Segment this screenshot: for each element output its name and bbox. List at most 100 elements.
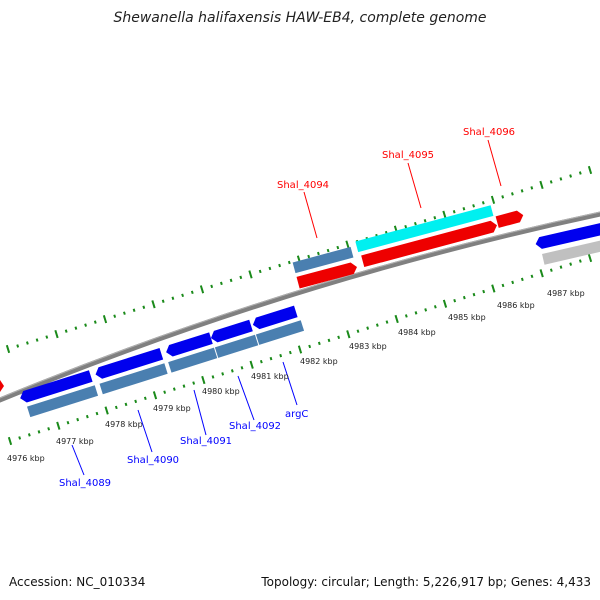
scale-tick [375, 323, 379, 327]
gene-right-arrow[interactable] [534, 220, 600, 250]
gene-label[interactable]: Shal_4090 [127, 455, 179, 466]
gene-argc-product[interactable] [255, 320, 305, 345]
gene-shal-4092-product[interactable] [214, 334, 259, 358]
scale-tick [345, 240, 350, 249]
scale-tick [172, 387, 176, 391]
scale-tick [549, 180, 553, 184]
scale-tick [559, 177, 563, 181]
scale-tick [520, 277, 524, 282]
scale-tick [356, 329, 360, 333]
gene-shal-4094-product[interactable] [292, 246, 354, 274]
kbp-label: 4976 kbp [7, 454, 45, 463]
scale-tick [152, 391, 158, 400]
gene-shal-4089-product[interactable] [27, 385, 99, 418]
scale-tick [433, 216, 437, 220]
gene-label[interactable]: argC [285, 409, 308, 420]
scale-tick [142, 305, 146, 309]
gene-group-right [534, 220, 600, 265]
scale-tick [5, 344, 11, 354]
scale-tick [201, 375, 206, 385]
gene-label[interactable]: Shal_4094 [277, 180, 329, 191]
scale-tick [258, 269, 262, 274]
scale-tick [278, 263, 281, 268]
kbp-label: 4987 kbp [547, 289, 585, 298]
scale-tick [520, 189, 524, 193]
scale-tick [16, 344, 20, 348]
scale-tick [287, 260, 291, 265]
backbone-line [0, 211, 600, 403]
scale-tick [192, 381, 196, 385]
scale-tick [85, 414, 89, 419]
gene-shal-4091-product[interactable] [168, 347, 218, 373]
scale-tick [569, 174, 572, 178]
scale-tick [578, 259, 582, 263]
gene-right-product[interactable] [542, 235, 600, 265]
scale-tick [490, 195, 496, 204]
scale-tick [45, 335, 49, 339]
scale-tick [462, 295, 466, 300]
gene-label[interactable]: Shal_4089 [59, 478, 111, 489]
gene-shal-4096-arrow[interactable] [495, 209, 525, 228]
gene-shal-4095-product[interactable] [355, 205, 494, 253]
gene-label[interactable]: Shal_4091 [180, 436, 232, 447]
scale-tick [64, 329, 68, 333]
kbp-label: 4983 kbp [349, 342, 387, 351]
scale-tick [482, 289, 486, 294]
scale-tick [18, 436, 22, 440]
scale-tick [27, 433, 31, 437]
scale-tick [337, 335, 341, 340]
scale-ticks [5, 165, 593, 446]
gene-shal-4095-arrow[interactable] [361, 219, 498, 268]
scale-tick [161, 299, 165, 303]
scale-tick [279, 353, 283, 358]
scale-tick [210, 284, 214, 289]
gene-shal-4094-arrow[interactable] [296, 261, 359, 289]
gene-label[interactable]: Shal_4096 [463, 127, 515, 138]
scale-tick [240, 366, 244, 370]
genome-summary-text: Topology: circular; Length: 5,226,917 bp… [261, 575, 591, 589]
scale-tick [182, 384, 186, 388]
scale-tick [452, 210, 456, 214]
scale-tick [587, 165, 593, 175]
kbp-label: 4984 kbp [398, 328, 436, 337]
scale-tick [539, 269, 544, 278]
kbp-label: 4979 kbp [153, 404, 191, 413]
gene-argc-arrow[interactable] [251, 305, 298, 331]
gene-shal-4091-arrow[interactable] [164, 332, 213, 358]
scale-tick [462, 207, 466, 211]
scale-tick [297, 345, 303, 354]
gene-label[interactable]: Shal_4092 [229, 421, 281, 432]
gene-shal-4090-product[interactable] [99, 363, 168, 395]
scale-tick [163, 390, 167, 394]
gene-group-upper [292, 205, 525, 289]
scale-tick [249, 360, 254, 369]
scale-tick [95, 411, 99, 416]
kbp-label: 4982 kbp [300, 357, 338, 366]
scale-tick [37, 430, 41, 434]
scale-tick [54, 329, 59, 339]
gene-partial-left[interactable] [0, 380, 4, 392]
scale-tick [248, 270, 253, 279]
scale-tick [84, 323, 87, 327]
kbp-label: 4980 kbp [202, 387, 240, 396]
gene-shal-4089-arrow[interactable] [18, 370, 93, 404]
scale-tick [326, 248, 330, 253]
scale-tick [404, 314, 408, 318]
scale-tick [549, 268, 553, 272]
kbp-label: 4977 kbp [56, 437, 94, 446]
gene-shal-4090-arrow[interactable] [94, 348, 164, 380]
scale-tick [578, 171, 582, 175]
scale-tick [453, 298, 457, 303]
scale-tick [414, 311, 418, 315]
scale-tick [501, 195, 505, 199]
scale-tick [501, 283, 505, 288]
scale-tick [151, 300, 156, 309]
scale-tick [559, 265, 563, 269]
scale-tick [414, 221, 417, 226]
scale-tick [511, 192, 514, 196]
gene-shal-4092-arrow[interactable] [209, 319, 253, 344]
scale-tick [220, 281, 223, 286]
gene-label[interactable]: Shal_4095 [382, 150, 434, 161]
